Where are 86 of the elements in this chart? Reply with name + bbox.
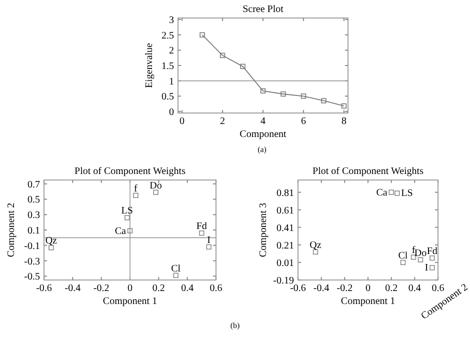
y-tick-label: 0.01	[276, 258, 294, 269]
point	[220, 52, 226, 58]
point	[127, 228, 133, 234]
chart-title: Scree Plot	[242, 4, 284, 15]
point	[206, 244, 212, 250]
chart-title: Plot of Component Weights	[312, 166, 424, 177]
y-axis-title: Component 2	[6, 202, 17, 258]
y-tick-label: 1	[169, 76, 174, 88]
point	[321, 98, 326, 104]
point	[418, 257, 424, 262]
point	[124, 215, 130, 220]
annotation: LS	[401, 188, 413, 200]
y-tick-label: 0.3	[28, 210, 40, 222]
annotation: Qz	[310, 240, 322, 251]
y-tick-label: 0.1	[28, 226, 40, 236]
y-tick-label: 2.5	[162, 30, 174, 42]
y-tick-label: 3	[169, 15, 174, 26]
annotation: Fd	[426, 246, 438, 258]
x-axis-title: Component 1	[340, 296, 396, 307]
x-tick-label: 6	[300, 116, 306, 127]
point	[400, 260, 406, 266]
x-tick-label: -0.6	[36, 283, 52, 294]
point	[430, 255, 435, 261]
x-tick-label: -0.4	[313, 283, 330, 294]
point	[173, 272, 178, 278]
y-tick-label: 0.5	[28, 194, 40, 206]
x-tick-label: 0.6	[432, 283, 444, 294]
x-tick-label: 0.4	[408, 283, 421, 294]
x-tick-label: 0.2	[385, 283, 398, 294]
annotation: Do	[150, 180, 162, 192]
annotation: Ca	[114, 226, 127, 237]
annotation: Cl	[398, 250, 408, 262]
x-tick-label: 0.4	[181, 283, 194, 294]
x-axis-title: Component	[240, 129, 287, 140]
point	[153, 190, 158, 195]
point	[430, 265, 435, 270]
annotation: f	[134, 183, 138, 194]
point	[260, 88, 266, 94]
annotation: Ca	[376, 187, 388, 198]
annotation: Do	[414, 248, 427, 259]
point	[133, 192, 138, 198]
x-axis-title: Component 1	[102, 296, 158, 307]
point	[240, 64, 246, 70]
point	[280, 91, 286, 97]
point	[394, 190, 400, 196]
x-tick-label: 0	[128, 283, 132, 294]
y-tick-label: 0.7	[28, 179, 40, 190]
y-tick-label: 1.5	[162, 61, 174, 72]
x-tick-label: 0.6	[210, 283, 222, 294]
x-tick-label: 0	[180, 116, 185, 127]
y-tick-label: 0.21	[276, 240, 294, 252]
y-axis-title: Eigenvalue	[144, 42, 155, 88]
annotation: f	[412, 245, 416, 256]
x-tick-label: -0.4	[64, 283, 81, 294]
y-axis-title: Component 3	[258, 202, 269, 258]
y-tick-label: 0.5	[162, 92, 174, 103]
y-tick-label: 0.81	[276, 188, 294, 199]
annotation: LS	[121, 206, 133, 217]
point	[388, 190, 394, 195]
y-tick-label: -0.3	[24, 256, 40, 268]
y-tick-label: 0.61	[276, 205, 294, 216]
text: (a)	[258, 145, 267, 154]
annotation: Fd	[196, 221, 207, 232]
annotation: Qz	[45, 236, 58, 247]
x-tick-label: 8	[341, 116, 346, 127]
y-tick-label: -0.5	[24, 272, 40, 283]
x-tick-label: 0	[366, 283, 370, 294]
x-tick-label: 4	[260, 116, 266, 127]
x-tick-label: -0.2	[93, 283, 110, 294]
y-tick-label: -0.1	[24, 240, 40, 252]
annotation: I	[424, 262, 428, 274]
annotation: I	[207, 234, 211, 246]
x-tick-label: -0.2	[336, 283, 353, 294]
point	[199, 230, 204, 236]
annotation: Cl	[171, 263, 181, 274]
point	[200, 32, 205, 38]
y-tick-label: 0.41	[276, 222, 294, 234]
chart-title: Plot of Component Weights	[74, 166, 186, 177]
x-tick-label: 2	[220, 116, 226, 127]
text: (b)	[230, 321, 240, 330]
point	[300, 94, 306, 99]
y-tick-label: 0	[169, 106, 174, 118]
y-tick-label: 2	[169, 46, 174, 57]
point	[341, 103, 347, 109]
x-tick-label: 0.2	[152, 283, 165, 294]
point	[48, 245, 54, 250]
